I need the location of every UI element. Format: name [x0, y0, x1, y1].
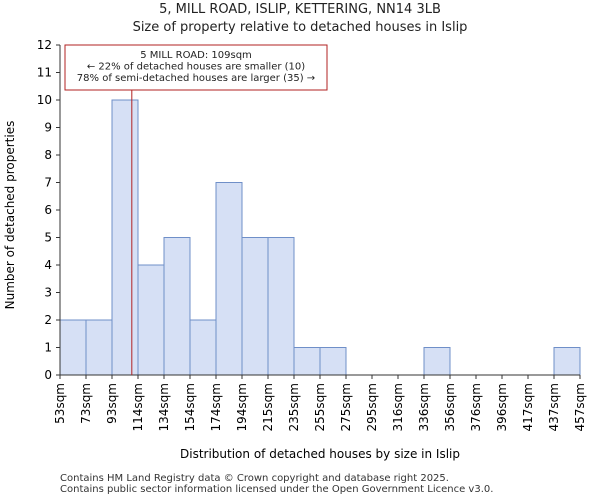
- y-tick-label: 4: [44, 258, 52, 272]
- bar-336sqm: [423, 347, 451, 376]
- y-tick-label: 9: [44, 121, 52, 135]
- x-tick-label: 437sqm: [547, 383, 561, 431]
- x-tick-label: 255sqm: [313, 383, 327, 431]
- y-tick-label: 12: [37, 38, 52, 52]
- x-tick-label: 154sqm: [183, 383, 197, 431]
- x-tick-label: 356sqm: [443, 383, 457, 431]
- x-tick-label: 336sqm: [417, 383, 431, 431]
- x-tick-label: 417sqm: [521, 383, 535, 431]
- x-tick-label: 396sqm: [495, 383, 509, 431]
- annotation-line: ← 22% of detached houses are smaller (10…: [87, 62, 305, 73]
- x-tick-label: 235sqm: [287, 383, 301, 431]
- x-tick-label: 275sqm: [339, 383, 353, 431]
- y-tick-label: 1: [44, 341, 52, 355]
- footer-line-2: Contains public sector information licen…: [60, 484, 494, 495]
- bar-174sqm: [215, 182, 243, 376]
- bar-255sqm: [319, 347, 347, 376]
- annotation-line: 78% of semi-detached houses are larger (…: [77, 73, 315, 84]
- y-tick-label: 10: [37, 93, 52, 107]
- x-tick-label: 194sqm: [235, 383, 249, 431]
- y-tick-label: 8: [44, 148, 52, 162]
- bar-235sqm: [293, 347, 321, 376]
- bars: [59, 99, 581, 376]
- bar-134sqm: [163, 237, 191, 376]
- x-tick-label: 114sqm: [131, 383, 145, 431]
- x-tick-label: 174sqm: [209, 383, 223, 431]
- x-tick-label: 134sqm: [157, 383, 171, 431]
- bar-53sqm: [59, 319, 87, 376]
- chart-title: 5, MILL ROAD, ISLIP, KETTERING, NN14 3LB: [159, 2, 441, 17]
- chart-subtitle: Size of property relative to detached ho…: [132, 20, 468, 35]
- y-tick-label: 5: [44, 231, 52, 245]
- bar-93sqm: [111, 99, 139, 376]
- x-tick-label: 73sqm: [79, 383, 93, 424]
- bar-194sqm: [241, 237, 269, 376]
- y-tick-label: 7: [44, 176, 52, 190]
- y-tick-label: 11: [37, 66, 52, 80]
- footer-line-1: Contains HM Land Registry data © Crown c…: [60, 473, 449, 484]
- bar-215sqm: [267, 237, 295, 376]
- x-tick-label: 93sqm: [105, 383, 119, 424]
- annotation-box: [64, 44, 328, 91]
- x-tick-label: 316sqm: [391, 383, 405, 431]
- bar-437sqm: [553, 347, 581, 376]
- x-tick-label: 215sqm: [261, 383, 275, 431]
- y-tick-label: 2: [44, 313, 52, 327]
- x-tick-label: 53sqm: [53, 383, 67, 424]
- bar-154sqm: [189, 319, 217, 376]
- bar-73sqm: [85, 319, 113, 376]
- x-tick-label: 295sqm: [365, 383, 379, 431]
- y-axis-label: Number of detached properties: [3, 121, 17, 310]
- x-axis-label: Distribution of detached houses by size …: [180, 447, 460, 461]
- y-tick-label: 3: [44, 286, 52, 300]
- y-tick-label: 6: [44, 203, 52, 217]
- y-tick-label: 0: [44, 368, 52, 382]
- x-ticks: 53sqm 73sqm 93sqm 114sqm 134sqm 154sqm 174sqm 1…: [53, 375, 587, 431]
- bar-114sqm: [137, 264, 165, 376]
- annotation-line: 5 MILL ROAD: 109sqm: [140, 50, 252, 61]
- x-tick-label: 376sqm: [469, 383, 483, 431]
- marker: 5 MILL ROAD: 109sqm← 22% of detached hou…: [64, 44, 328, 375]
- x-tick-label: 457sqm: [573, 383, 587, 431]
